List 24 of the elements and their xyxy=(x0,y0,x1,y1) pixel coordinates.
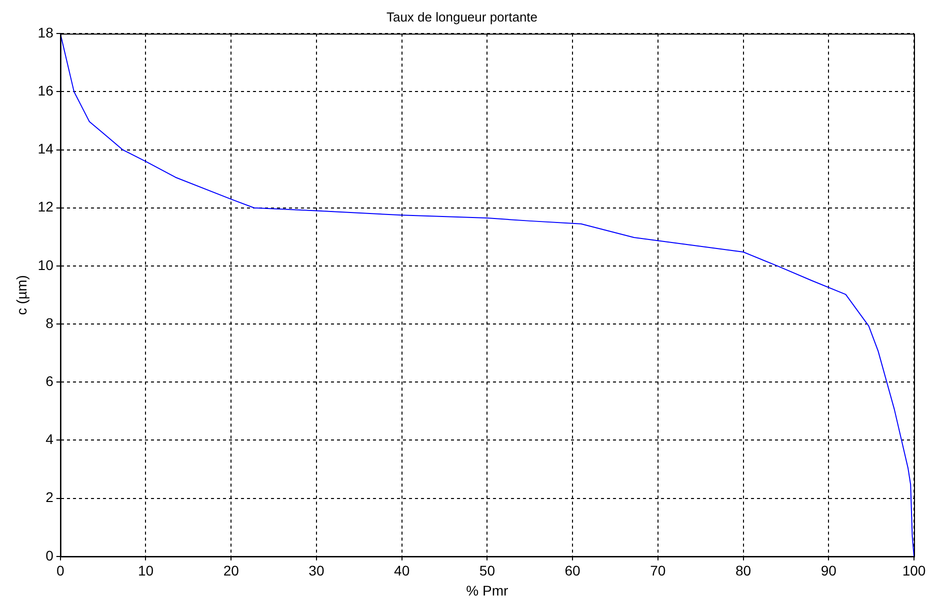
x-tick-label: 70 xyxy=(650,562,666,579)
x-tick-label: 10 xyxy=(138,562,154,579)
y-tick-label: 12 xyxy=(38,198,54,215)
x-tick-label: 50 xyxy=(479,562,496,579)
x-tick-label: 100 xyxy=(902,562,926,579)
x-tick-label: 80 xyxy=(735,562,752,579)
chart-title: Taux de longueur portante xyxy=(386,9,538,24)
y-tick-label: 14 xyxy=(38,140,54,157)
x-tick-label: 90 xyxy=(820,562,837,579)
y-tick-label: 0 xyxy=(46,547,54,564)
x-tick-label: 20 xyxy=(223,562,240,579)
y-tick-label: 10 xyxy=(38,256,54,273)
x-tick-label: 40 xyxy=(394,562,410,579)
x-tick-label: 30 xyxy=(308,562,324,579)
y-tick-label: 2 xyxy=(46,489,54,506)
x-tick-label: 60 xyxy=(564,562,581,579)
y-axis-title: c (µm) xyxy=(13,275,30,315)
y-tick-label: 4 xyxy=(46,431,54,448)
y-tick-label: 18 xyxy=(38,24,54,40)
y-tick-label: 16 xyxy=(38,82,54,99)
y-tick-label: 6 xyxy=(46,372,54,389)
y-tick-label: 8 xyxy=(46,314,54,331)
x-axis-title: % Pmr xyxy=(466,582,509,598)
x-tick-label: 0 xyxy=(56,562,64,579)
